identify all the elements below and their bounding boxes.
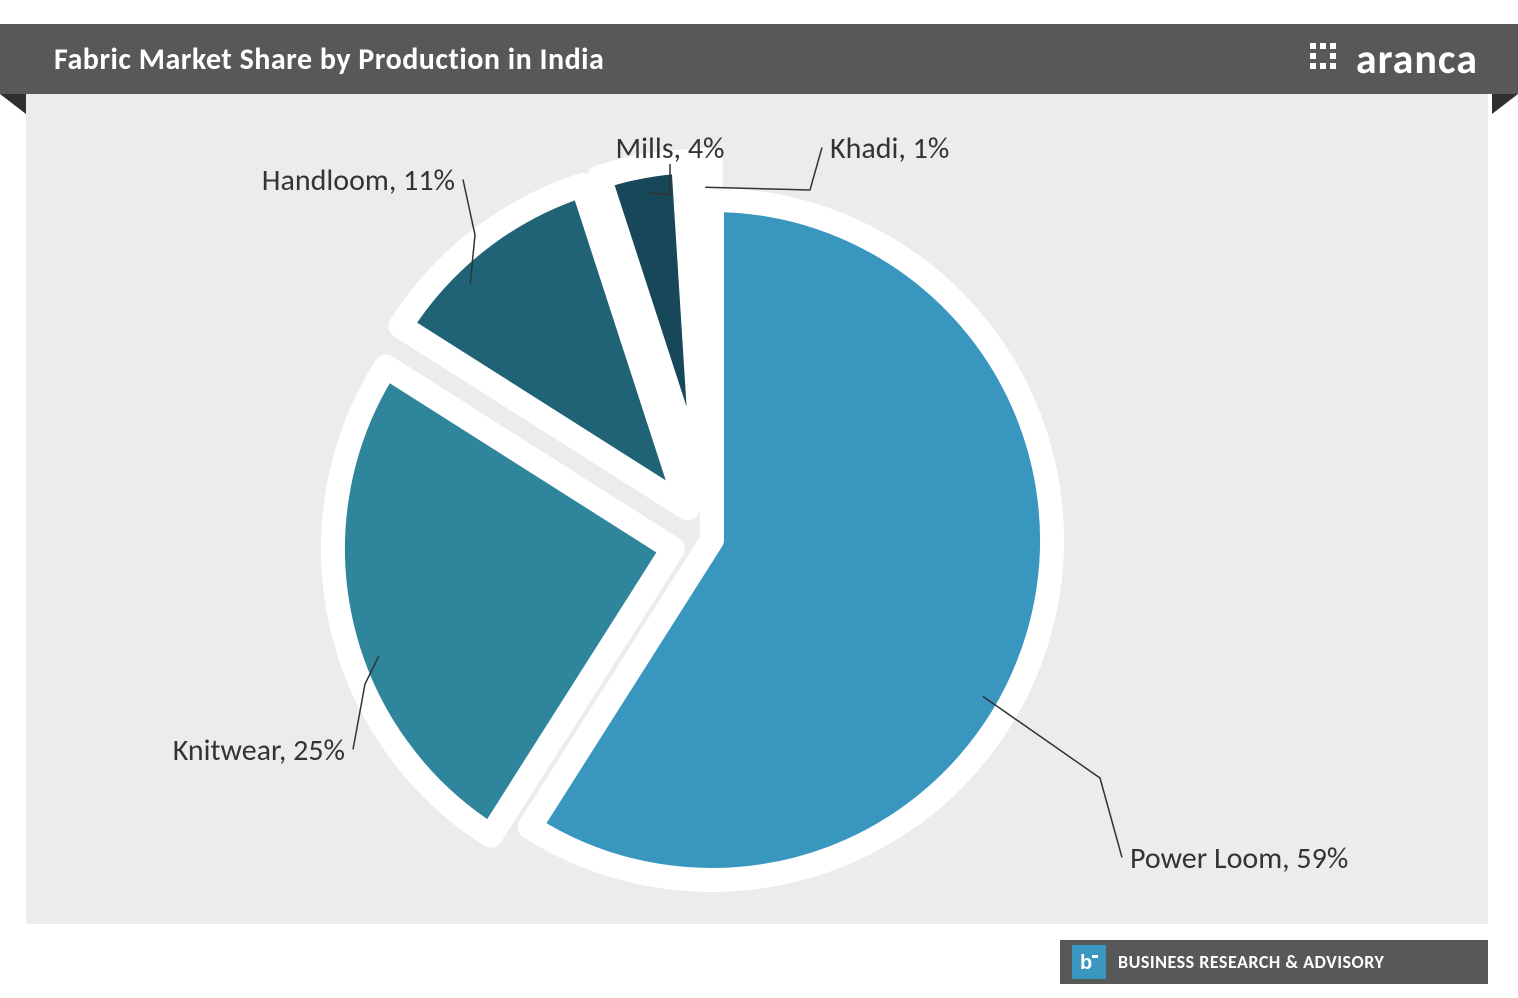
footer-text: BUSINESS RESEARCH & ADVISORY	[1118, 951, 1384, 973]
slice-label: Knitwear, 25%	[173, 732, 345, 769]
pie-chart: Power Loom, 59% Knitwear, 25% Handloom, 11…	[0, 0, 1518, 998]
svg-text:b: b	[1080, 952, 1092, 974]
footer-logo-icon: b	[1072, 945, 1106, 979]
slice-label: Mills, 4%	[616, 130, 725, 167]
slice-label: Khadi, 1%	[830, 130, 949, 167]
footer-bar: b BUSINESS RESEARCH & ADVISORY	[1060, 940, 1488, 984]
slice-label: Power Loom, 59%	[1130, 840, 1348, 877]
slice-label: Handloom, 11%	[262, 162, 455, 199]
